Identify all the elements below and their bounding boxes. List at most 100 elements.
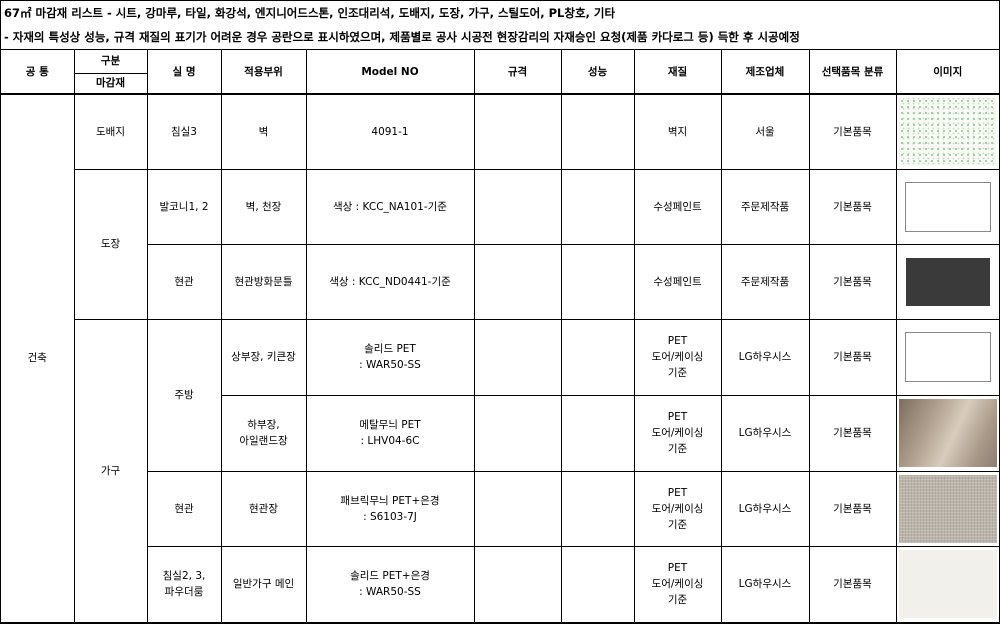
header-common: 공 통: [1, 50, 75, 95]
material-line: 도어/케이싱: [651, 351, 704, 363]
performance-cell: [560, 93, 635, 170]
header-model: Model NO: [305, 50, 475, 95]
material-line: 기준: [667, 367, 688, 379]
white-swatch-image: [904, 332, 991, 382]
maker-cell: 주문제작품: [720, 243, 810, 320]
option-cell: 기본품목: [808, 168, 897, 245]
room-kitchen: 주방: [146, 318, 222, 472]
image-cell: [895, 168, 999, 245]
material-line: 기준: [667, 443, 688, 455]
area-cell: 현관장: [220, 470, 307, 547]
option-cell: 기본품목: [808, 470, 897, 547]
model-line: 솔리드 PET+은경: [350, 570, 430, 582]
table-row: 침실2, 3, 파우더룸 일반가구 메인 솔리드 PET+은경 : WAR50-SS…: [1, 545, 999, 623]
header-finish: 마감재: [74, 72, 147, 95]
model-cell: 솔리드 PET+은경 : WAR50-SS: [305, 545, 475, 623]
area-cell: 상부장, 키큰장: [220, 318, 307, 396]
material-line: 도어/케이싱: [651, 578, 704, 590]
area-line: 아일랜드장: [239, 435, 288, 447]
header-area: 적용부위: [220, 50, 307, 95]
table-row: 가구 주방 상부장, 키큰장 솔리드 PET: WAR50-SS PET 도어/케…: [1, 318, 999, 623]
material-cell: 벽지: [633, 93, 722, 170]
room-cell: 침실2, 3, 파우더룸: [147, 545, 222, 623]
model-line: 패브릭무늬 PET+은경: [340, 494, 440, 507]
image-cell: [895, 545, 999, 623]
header-material: 재질: [633, 50, 722, 95]
room-line: 침실2, 3,: [162, 570, 206, 582]
material-cell: PET 도어/케이싱 기준: [633, 545, 722, 623]
header-room: 실 명: [146, 50, 222, 95]
option-cell: 기본품목: [808, 318, 897, 396]
model-cell: 색상 : KCC_ND0441-기준: [305, 243, 475, 320]
table-row: 도장 발코니1, 2 벽, 천장 색상 : KCC_NA101-기준 수성페인트…: [1, 168, 999, 320]
white-swatch-image: [904, 181, 991, 232]
maker-cell: LG하우시스: [720, 470, 810, 547]
sheet-title: 67㎡ 마감재 리스트 - 시트, 강마루, 타일, 화강석, 엔지니어드스톤,…: [4, 6, 616, 20]
material-line: 도어/케이싱: [651, 427, 704, 439]
performance-cell: [560, 470, 635, 547]
model-line: 메탈무늬 PET: [359, 419, 421, 431]
model-cell: 메탈무늬 PET : LHV04-6C: [305, 394, 475, 472]
spec-cell: [473, 394, 562, 472]
model-cell: 색상 : KCC_NA101-기준: [305, 168, 475, 245]
material-line: PET: [667, 335, 688, 347]
group-paint: 도장: [74, 168, 148, 320]
room-cell: 침실3: [146, 93, 222, 170]
material-cell: 수성페인트: [633, 243, 722, 320]
performance-cell: [560, 545, 635, 623]
model-cell: 패브릭무늬 PET+은경: S6103-7J: [305, 470, 475, 547]
performance-cell: [560, 394, 635, 472]
finish-table: 공 통 구분 실 명 적용부위 Model NO 규격 성능 재질 제조업체 선…: [1, 50, 999, 623]
model-line: : WAR50-SS: [359, 586, 421, 598]
area-cell: 일반가구 메인: [220, 545, 307, 623]
wallpaper-texture-image: [898, 97, 997, 166]
performance-cell: [560, 168, 635, 245]
maker-cell: 주문제작품: [720, 168, 810, 245]
image-cell: [895, 243, 999, 320]
model-line: : WAR50-SS: [359, 359, 421, 371]
model-cell: 솔리드 PET: WAR50-SS: [305, 318, 475, 396]
performance-cell: [560, 318, 635, 396]
cream-swatch-image: [898, 550, 997, 618]
common-cell: 건축: [1, 93, 75, 623]
model-line: : LHV04-6C: [360, 435, 420, 447]
group-wallpaper: 도배지: [73, 93, 148, 170]
material-line: PET: [667, 562, 688, 574]
spec-cell: [473, 545, 562, 623]
spec-cell: [473, 93, 562, 170]
spec-cell: [473, 470, 562, 547]
model-cell: 4091-1: [305, 93, 475, 170]
table-row: 건축 도배지 침실3 벽 4091-1 벽지 서울 기본품목: [1, 93, 999, 623]
metallic-swatch-image: [898, 399, 997, 467]
header-spec: 규격: [473, 50, 562, 95]
material-line: PET: [667, 411, 688, 423]
area-cell: 하부장, 아일랜드장: [221, 394, 307, 472]
option-cell: 기본품목: [808, 93, 897, 170]
image-cell: [895, 394, 999, 472]
sheet-note: - 자재의 특성상 성능, 규격 재질의 표기가 어려운 경우 공란으로 표시하…: [1, 25, 999, 50]
maker-cell: 서울: [720, 93, 810, 170]
room-cell: 현관: [147, 243, 222, 320]
table-row: 현관 현관방화문틀 색상 : KCC_ND0441-기준 수성페인트 주문제작품…: [1, 243, 999, 320]
header-category: 구분: [73, 50, 148, 74]
area-line: 하부장,: [247, 419, 280, 431]
image-cell: [895, 93, 999, 170]
material-line: 기준: [667, 518, 688, 531]
area-cell: 현관방화문틀: [220, 243, 307, 320]
image-cell: [895, 470, 999, 547]
room-line: 파우더룸: [164, 586, 204, 598]
group-furniture: 가구: [74, 318, 148, 623]
material-line: 도어/케이싱: [651, 502, 704, 515]
option-cell: 기본품목: [808, 545, 897, 623]
material-line: PET: [667, 486, 688, 499]
spec-cell: [473, 168, 562, 245]
spec-cell: [473, 243, 562, 320]
maker-cell: LG하우시스: [720, 318, 810, 396]
spec-cell: [473, 318, 562, 396]
option-cell: 기본품목: [808, 243, 897, 320]
area-cell: 벽, 천장: [220, 168, 307, 245]
